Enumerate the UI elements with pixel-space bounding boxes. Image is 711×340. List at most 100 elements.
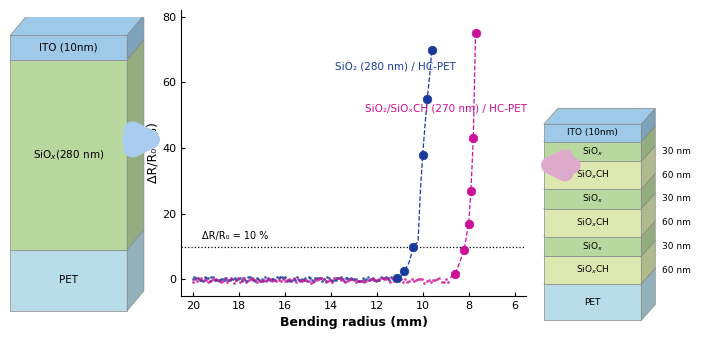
Point [315, 275, 326, 280]
Polygon shape [544, 240, 656, 256]
Point [465, 188, 476, 193]
Point [296, 278, 308, 283]
Point [343, 278, 355, 283]
Point [408, 278, 419, 283]
Point [425, 280, 437, 285]
Text: SiO$_x$CH: SiO$_x$CH [576, 264, 609, 276]
Point [459, 247, 470, 253]
Point [264, 276, 276, 282]
Point [271, 278, 282, 284]
Point [308, 278, 319, 284]
Point [348, 277, 359, 283]
Point [236, 278, 247, 284]
Polygon shape [641, 268, 656, 320]
Point [345, 275, 356, 280]
Point [298, 278, 309, 283]
Point [239, 275, 250, 281]
Point [392, 275, 403, 280]
Polygon shape [544, 268, 656, 284]
Point [256, 276, 267, 282]
Point [363, 278, 374, 283]
Point [402, 279, 413, 285]
Polygon shape [127, 40, 144, 250]
Point [320, 278, 331, 283]
Point [245, 274, 256, 279]
Point [197, 278, 208, 284]
Polygon shape [544, 108, 656, 124]
Point [292, 276, 304, 282]
Point [310, 275, 321, 280]
Point [266, 276, 277, 282]
Point [223, 278, 235, 283]
Point [283, 277, 294, 283]
Point [231, 277, 242, 283]
Point [442, 279, 454, 285]
Point [229, 275, 240, 280]
Point [387, 276, 398, 282]
Point [289, 277, 301, 283]
Point [387, 276, 398, 281]
Polygon shape [544, 193, 656, 209]
Point [202, 279, 213, 285]
Polygon shape [10, 230, 144, 250]
Point [261, 277, 272, 283]
Point [333, 276, 345, 281]
Point [217, 278, 228, 284]
Point [239, 277, 250, 283]
Point [206, 277, 218, 283]
Point [400, 277, 411, 282]
Point [296, 276, 308, 282]
Point [224, 277, 235, 283]
Point [284, 278, 296, 284]
Point [196, 275, 207, 280]
Point [434, 275, 445, 281]
Point [376, 276, 387, 281]
Point [404, 278, 415, 284]
Text: SiO$_x$CH: SiO$_x$CH [576, 216, 609, 229]
Point [202, 275, 213, 281]
Point [255, 278, 266, 283]
Point [230, 277, 241, 283]
Point [316, 278, 328, 284]
Point [226, 277, 237, 282]
Point [237, 276, 249, 281]
Text: ITO (10nm): ITO (10nm) [39, 42, 98, 53]
Point [342, 275, 353, 280]
Point [385, 280, 396, 285]
Point [372, 277, 383, 283]
Point [379, 276, 390, 281]
Point [415, 276, 426, 281]
Point [380, 276, 392, 282]
Point [187, 279, 198, 285]
Point [228, 276, 239, 282]
Point [187, 277, 198, 282]
Point [393, 276, 405, 282]
Polygon shape [127, 230, 144, 311]
Point [385, 274, 397, 280]
Point [260, 274, 271, 280]
Point [254, 277, 265, 283]
Point [309, 276, 321, 282]
Point [306, 277, 318, 283]
Point [252, 279, 263, 284]
Point [294, 278, 306, 283]
Point [410, 277, 422, 283]
Point [271, 274, 282, 279]
Text: SiO₂/SiOₓCH (270 nm) / HC-PET: SiO₂/SiOₓCH (270 nm) / HC-PET [365, 104, 528, 114]
Point [395, 276, 407, 282]
Polygon shape [544, 142, 641, 161]
Point [438, 279, 449, 284]
Polygon shape [641, 240, 656, 284]
Point [204, 278, 215, 284]
Point [335, 278, 346, 283]
Point [247, 277, 259, 282]
Point [221, 279, 232, 284]
Point [256, 278, 267, 284]
Point [417, 152, 429, 157]
Point [331, 275, 342, 281]
Point [205, 274, 217, 279]
Point [380, 275, 392, 280]
Point [365, 276, 376, 282]
Point [316, 275, 327, 281]
Text: SiO$_x$(280 nm): SiO$_x$(280 nm) [33, 148, 105, 162]
